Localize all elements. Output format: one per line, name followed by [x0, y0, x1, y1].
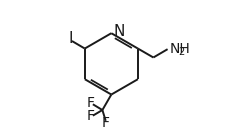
Text: 2: 2 — [179, 47, 185, 57]
Text: I: I — [68, 31, 73, 47]
Text: F: F — [102, 116, 110, 130]
Text: F: F — [87, 96, 95, 110]
Text: N: N — [114, 24, 125, 39]
Text: F: F — [87, 109, 95, 123]
Text: NH: NH — [169, 42, 190, 56]
